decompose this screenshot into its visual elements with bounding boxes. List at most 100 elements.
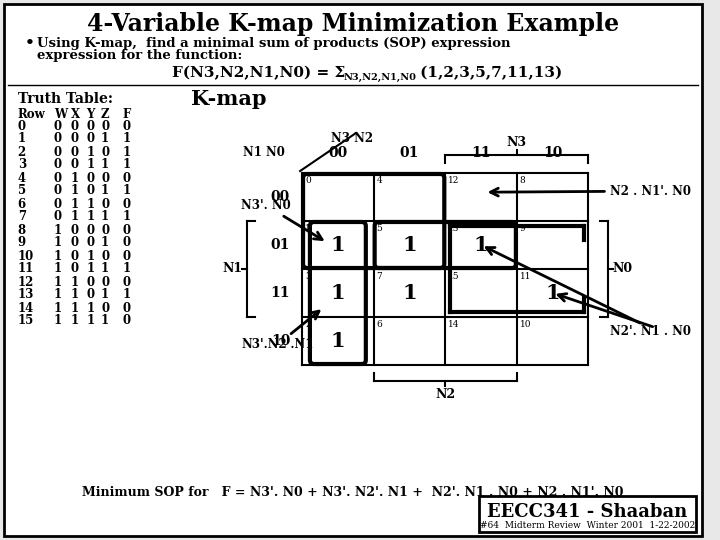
Text: F: F [122,107,131,120]
Text: 0: 0 [71,159,78,172]
Text: 1: 1 [122,132,131,145]
Text: 1: 1 [86,262,94,275]
Text: 00: 00 [328,146,348,160]
Text: 0: 0 [71,237,78,249]
Text: 11: 11 [520,272,531,281]
Text: 12: 12 [449,176,459,185]
Text: 1: 1 [122,288,131,301]
Text: W: W [54,107,67,120]
Text: 0: 0 [18,119,26,132]
Text: 3: 3 [305,272,310,281]
Text: 0: 0 [305,176,311,185]
Text: 0: 0 [101,275,109,288]
Text: 15: 15 [449,272,460,281]
Text: 6: 6 [18,198,26,211]
Text: 1: 1 [71,288,78,301]
Text: 3: 3 [18,159,26,172]
Text: K-map: K-map [192,89,266,109]
Text: 1: 1 [86,314,94,327]
Text: 1: 1 [54,301,62,314]
Text: 1: 1 [101,288,109,301]
Text: 0: 0 [54,145,62,159]
Text: 1: 1 [71,301,78,314]
Text: 10: 10 [18,249,34,262]
Text: 1: 1 [71,172,78,185]
Text: 1: 1 [122,211,131,224]
Text: 10: 10 [271,334,290,348]
Text: 1: 1 [86,159,94,172]
Text: 0: 0 [71,249,78,262]
Text: 0: 0 [122,301,131,314]
Text: 0: 0 [86,224,94,237]
Text: 5: 5 [18,185,26,198]
Text: 0: 0 [86,288,94,301]
Text: 5: 5 [377,224,382,233]
Text: 1: 1 [54,237,62,249]
Text: 7: 7 [18,211,26,224]
Text: 01: 01 [400,146,419,160]
Text: 0: 0 [54,159,62,172]
Text: 1: 1 [122,262,131,275]
Text: N3'.N2'.N1: N3'.N2'.N1 [241,311,319,351]
Text: 1: 1 [18,132,26,145]
Text: N0: N0 [613,262,633,275]
Text: 1: 1 [71,314,78,327]
Text: 13: 13 [449,224,459,233]
Text: 1: 1 [101,314,109,327]
Text: 0: 0 [71,262,78,275]
Text: 0: 0 [54,172,62,185]
Text: 1: 1 [305,224,311,233]
Text: 1: 1 [545,283,560,303]
Text: 10: 10 [520,320,531,329]
Text: 0: 0 [71,224,78,237]
Text: 1: 1 [71,211,78,224]
Text: •: • [24,36,35,50]
Text: 0: 0 [101,172,109,185]
Text: 0: 0 [122,224,131,237]
Text: 0: 0 [101,249,109,262]
Text: 11: 11 [271,286,290,300]
Text: 0: 0 [54,198,62,211]
Text: 4: 4 [18,172,26,185]
Text: 0: 0 [122,237,131,249]
Text: 0: 0 [101,119,109,132]
Text: 13: 13 [18,288,34,301]
Text: 1: 1 [101,211,109,224]
Text: 9: 9 [520,224,526,233]
Text: N3 N2: N3 N2 [331,132,374,145]
Text: 1: 1 [86,198,94,211]
Text: 1: 1 [71,198,78,211]
Text: 1: 1 [86,249,94,262]
Text: 1: 1 [101,159,109,172]
Text: N1 N0: N1 N0 [243,146,285,159]
Text: 0: 0 [122,275,131,288]
Text: 1: 1 [330,331,345,351]
Text: 0: 0 [86,172,94,185]
Text: Z: Z [101,107,109,120]
Text: 8: 8 [18,224,26,237]
Text: 0: 0 [122,172,131,185]
Text: 1: 1 [101,237,109,249]
Text: 01: 01 [271,238,290,252]
Text: 0: 0 [122,314,131,327]
Text: (1,2,3,5,7,11,13): (1,2,3,5,7,11,13) [415,66,562,80]
Text: 4-Variable K-map Minimization Example: 4-Variable K-map Minimization Example [87,12,619,36]
Text: 0: 0 [71,119,78,132]
Text: 1: 1 [86,301,94,314]
Text: 0: 0 [71,132,78,145]
Text: 1: 1 [402,283,417,303]
Text: Using K-map,  find a minimal sum of products (SOP) expression: Using K-map, find a minimal sum of produ… [37,37,510,50]
Text: 2: 2 [18,145,26,159]
Text: 1: 1 [71,185,78,198]
Text: 0: 0 [86,275,94,288]
Text: 15: 15 [18,314,34,327]
Text: 0: 0 [54,185,62,198]
Text: 11: 11 [472,146,491,160]
Text: 1: 1 [330,235,345,255]
Text: 1: 1 [71,275,78,288]
Text: 0: 0 [122,119,131,132]
Text: 0: 0 [101,301,109,314]
Text: 1: 1 [101,132,109,145]
Text: 0: 0 [101,224,109,237]
Text: 0: 0 [86,237,94,249]
